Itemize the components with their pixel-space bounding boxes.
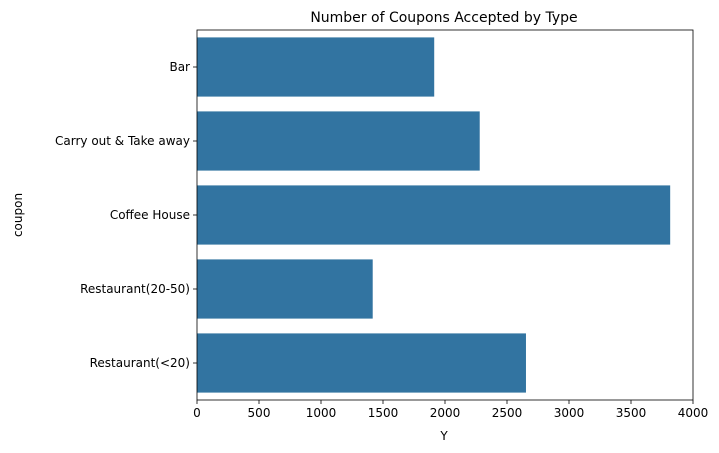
x-tick-label: 1000 xyxy=(306,406,337,420)
x-tick-label: 3500 xyxy=(616,406,647,420)
y-tick-label: Bar xyxy=(169,60,190,74)
x-tick-label: 0 xyxy=(193,406,201,420)
x-axis-label: Y xyxy=(439,429,448,443)
bar-restaurant-20 xyxy=(197,333,526,393)
y-axis-ticks: Bar Carry out & Take away Coffee House Rest… xyxy=(55,60,197,370)
x-tick-label: 4000 xyxy=(678,406,709,420)
y-tick-label: Restaurant(20-50) xyxy=(80,282,190,296)
y-tick-label: Restaurant(<20) xyxy=(90,356,190,370)
bar-bar xyxy=(197,37,435,97)
bar-coffee-house xyxy=(197,185,671,245)
x-tick-label: 1500 xyxy=(368,406,399,420)
x-tick-label: 3000 xyxy=(554,406,585,420)
bar-restaurant-20-50 xyxy=(197,259,373,319)
x-axis-ticks: 0 500 1000 1500 2000 2500 3000 3500 4000 xyxy=(193,400,708,420)
x-tick-label: 2000 xyxy=(430,406,461,420)
plot-frame xyxy=(196,29,694,401)
y-tick-label: Coffee House xyxy=(110,208,190,222)
y-tick-label: Carry out & Take away xyxy=(55,134,190,148)
bars-group xyxy=(197,37,671,393)
x-tick-label: 500 xyxy=(248,406,271,420)
chart-title: Number of Coupons Accepted by Type xyxy=(310,10,577,26)
bar-carry-out-take-away xyxy=(197,111,480,171)
y-axis-label: coupon xyxy=(11,193,25,237)
x-tick-label: 2500 xyxy=(492,406,523,420)
